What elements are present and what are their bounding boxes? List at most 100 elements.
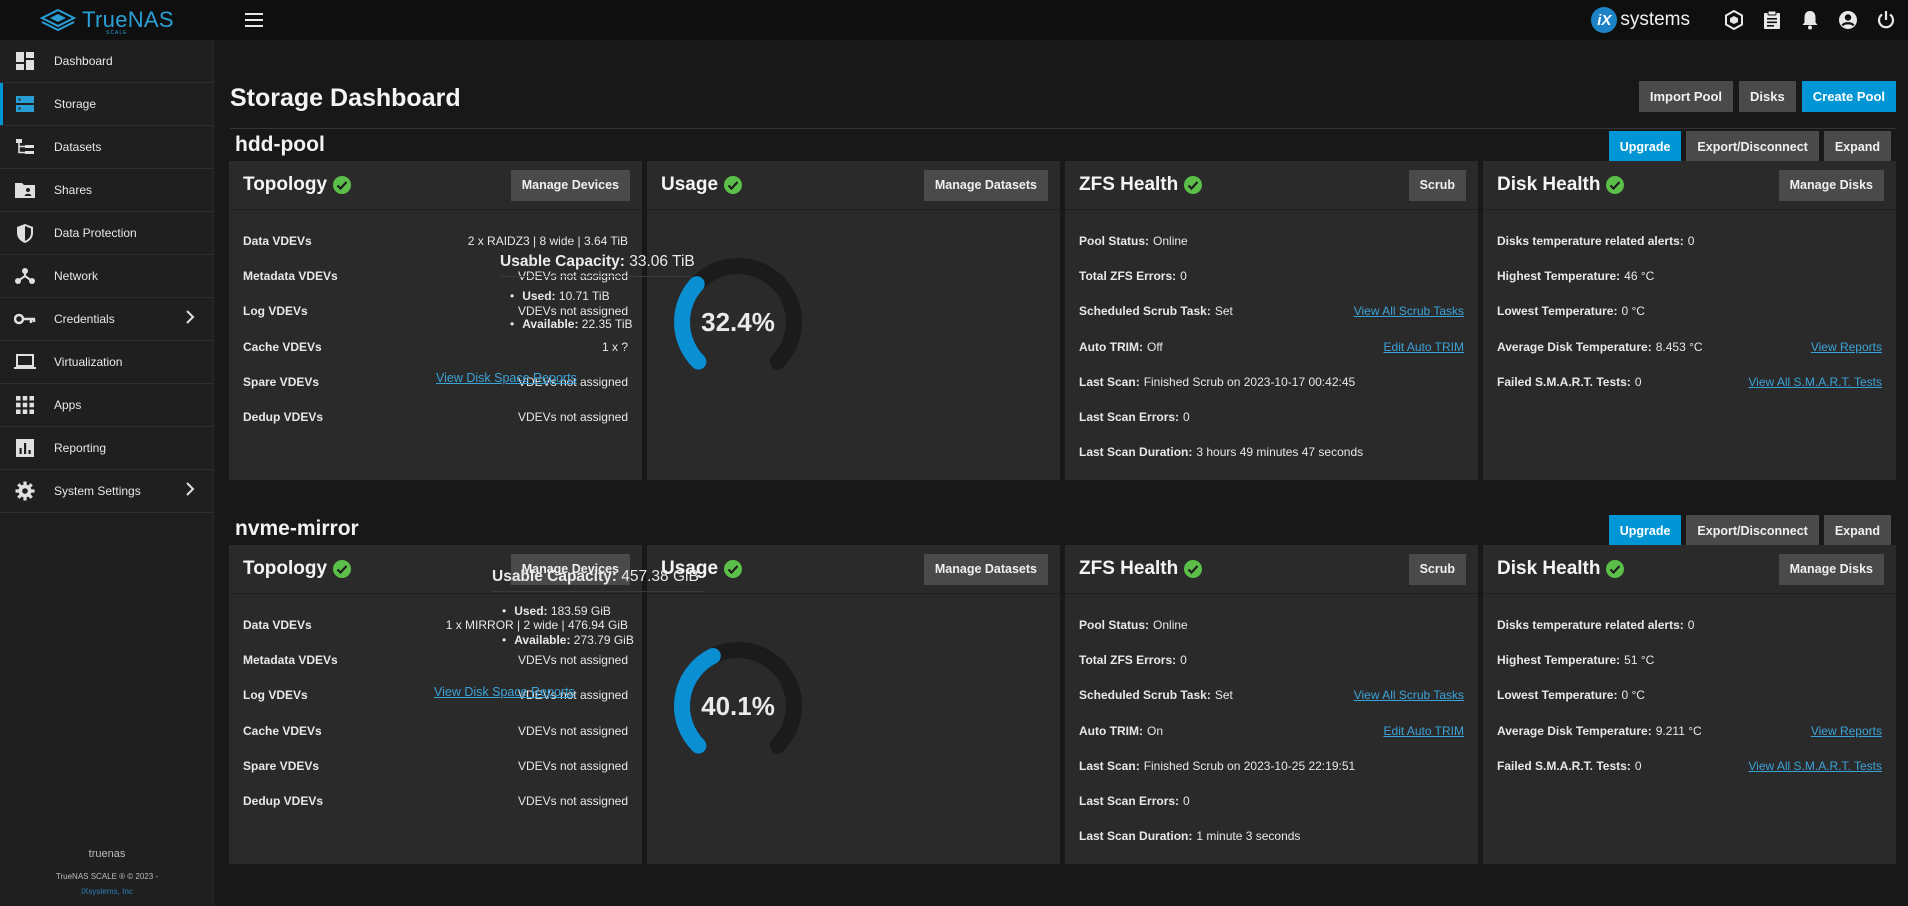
row-value: 0	[1634, 374, 1642, 389]
usage-percent: 40.1%	[701, 690, 775, 721]
manage-devices-button[interactable]: Manage Devices	[510, 169, 630, 201]
card-title: Topology	[243, 558, 328, 579]
usable-capacity-label: Usable Capacity:	[492, 568, 617, 585]
check-circle-icon	[333, 560, 352, 578]
row-label: Lowest Temperature:	[1497, 304, 1618, 319]
metadata-vdevs-row: Metadata VDEVs VDEVs not assigned	[243, 258, 628, 293]
row-label: Dedup VDEVs	[243, 794, 324, 809]
row-label: Failed S.M.A.R.T. Tests:	[1497, 374, 1631, 389]
manage-datasets-button[interactable]: Manage Datasets	[923, 553, 1048, 585]
zfs-health-card: ZFS Health Scrub Pool Status: Online Tota…	[1065, 161, 1478, 480]
row-label: Log VDEVs	[243, 304, 308, 319]
expand-button[interactable]: Expand	[1823, 515, 1891, 546]
row-label: Highest Temperature:	[1497, 652, 1621, 667]
row-value: Finished Scrub on 2023-10-25 22:19:51	[1143, 758, 1356, 773]
hamburger-icon	[245, 13, 263, 27]
disks-button[interactable]: Disks	[1739, 81, 1796, 112]
sidebar-item-datasets[interactable]: Datasets	[0, 126, 213, 169]
view-reports-link[interactable]: View Reports	[1810, 723, 1882, 738]
disk-health-card: Disk Health Manage Disks Disks temperatu…	[1483, 161, 1896, 480]
export-disconnect-button[interactable]: Export/Disconnect	[1686, 515, 1819, 546]
sidebar-item-label: Apps	[54, 398, 82, 412]
storage-icon	[14, 93, 36, 115]
sidebar-item-virtualization[interactable]: Virtualization	[0, 341, 213, 384]
row-value: 0	[1183, 410, 1190, 425]
power-button[interactable]	[1874, 8, 1898, 32]
row-label: Total ZFS Errors:	[1079, 652, 1177, 667]
data-vdevs-row: Data VDEVs 1 x MIRROR | 2 wide | 476.94 G…	[243, 607, 628, 642]
view-all-smart-tests-link[interactable]: View All S.M.A.R.T. Tests	[1748, 758, 1882, 773]
failed-smart-row: Failed S.M.A.R.T. Tests: 0 View All S.M.A.…	[1497, 748, 1882, 783]
card-title: Disk Health	[1497, 174, 1601, 195]
sidebar-item-reporting[interactable]: Reporting	[0, 427, 213, 470]
sidebar-item-system-settings[interactable]: System Settings	[0, 470, 213, 513]
ixsystems-logo[interactable]: iX systems	[1591, 7, 1690, 33]
pool-status-row: Pool Status: Online	[1079, 607, 1464, 642]
available-item: Available: 273.79 GiB	[502, 633, 634, 647]
view-all-smart-tests-link[interactable]: View All S.M.A.R.T. Tests	[1748, 374, 1882, 389]
main-content: Storage Dashboard Import Pool Disks Crea…	[214, 40, 1908, 906]
sidebar-item-credentials[interactable]: Credentials	[0, 298, 213, 341]
sidebar-item-label: System Settings	[54, 484, 141, 498]
sidebar-item-storage[interactable]: Storage	[0, 83, 213, 126]
row-value: VDEVs not assigned	[517, 723, 628, 738]
view-reports-link[interactable]: View Reports	[1810, 339, 1882, 354]
import-pool-button[interactable]: Import Pool	[1638, 81, 1734, 112]
upgrade-button[interactable]: Upgrade	[1608, 515, 1682, 546]
manage-disks-button[interactable]: Manage Disks	[1778, 553, 1884, 585]
alerts-button[interactable]	[1798, 8, 1822, 32]
card-title: Usage	[661, 174, 719, 195]
last-scan-row: Last Scan: Finished Scrub on 2023-10-17 0…	[1079, 364, 1464, 399]
view-all-scrub-tasks-link[interactable]: View All Scrub Tasks	[1353, 688, 1464, 703]
sidebar-item-dashboard[interactable]: Dashboard	[0, 40, 213, 83]
sidebar-item-data-protection[interactable]: Data Protection	[0, 212, 213, 255]
row-value: Off	[1146, 339, 1163, 354]
company-link[interactable]: iXsystems, Inc	[81, 887, 133, 896]
view-disk-space-reports-link[interactable]: View Disk Space Reports	[434, 685, 575, 699]
sidebar-item-label: Data Protection	[54, 226, 137, 240]
row-value: Set	[1214, 688, 1233, 703]
jobs-button[interactable]	[1760, 8, 1784, 32]
account-button[interactable]	[1836, 8, 1860, 32]
manage-datasets-button[interactable]: Manage Datasets	[923, 169, 1048, 201]
menu-toggle-button[interactable]	[238, 4, 270, 36]
truenas-logo[interactable]: TrueNAS SCALE	[0, 0, 214, 40]
row-value: VDEVs not assigned	[517, 688, 628, 703]
hostname: truenas	[88, 848, 126, 860]
row-label: Spare VDEVs	[243, 758, 320, 773]
dedup-vdevs-row: Dedup VDEVs VDEVs not assigned	[243, 783, 628, 818]
sidebar-item-network[interactable]: Network	[0, 255, 213, 298]
pool-name: nvme-mirror	[235, 517, 359, 540]
upgrade-button[interactable]: Upgrade	[1608, 131, 1682, 162]
temperature-alerts-row: Disks temperature related alerts: 0	[1497, 223, 1882, 258]
pool-status-row: Pool Status: Online	[1079, 223, 1464, 258]
view-all-scrub-tasks-link[interactable]: View All Scrub Tasks	[1353, 304, 1464, 319]
row-label: Highest Temperature:	[1497, 268, 1621, 283]
shared-folder-icon	[14, 179, 36, 201]
sidebar: Dashboard Storage Datasets Shares Data P…	[0, 40, 214, 906]
sidebar-item-apps[interactable]: Apps	[0, 384, 213, 427]
sidebar-item-label: Network	[54, 269, 99, 283]
create-pool-button[interactable]: Create Pool	[1801, 81, 1896, 112]
truecommand-button[interactable]	[1722, 8, 1746, 32]
row-label: Last Scan Errors:	[1079, 410, 1180, 425]
key-icon	[14, 308, 36, 330]
gear-icon	[14, 480, 36, 502]
export-disconnect-button[interactable]: Export/Disconnect	[1686, 131, 1819, 162]
spare-vdevs-row: Spare VDEVs VDEVs not assigned	[243, 364, 628, 399]
edit-auto-trim-link[interactable]: Edit Auto TRIM	[1383, 339, 1464, 354]
last-scan-errors-row: Last Scan Errors: 0	[1079, 783, 1464, 818]
scrub-button[interactable]: Scrub	[1408, 169, 1466, 201]
average-temperature-row: Average Disk Temperature: 9.211 °C View Re…	[1497, 713, 1882, 748]
manage-disks-button[interactable]: Manage Disks	[1778, 169, 1884, 201]
manage-devices-button[interactable]: Manage Devices	[510, 553, 630, 585]
row-value: 3 hours 49 minutes 47 seconds	[1196, 445, 1364, 460]
expand-button[interactable]: Expand	[1823, 131, 1891, 162]
row-label: Dedup VDEVs	[243, 410, 324, 425]
edit-auto-trim-link[interactable]: Edit Auto TRIM	[1383, 723, 1464, 738]
sidebar-footer: truenas TrueNAS SCALE ® © 2023 - iXsyste…	[0, 848, 214, 906]
scrub-button[interactable]: Scrub	[1408, 553, 1466, 585]
view-disk-space-reports-link[interactable]: View Disk Space Reports	[436, 371, 577, 385]
sidebar-item-shares[interactable]: Shares	[0, 169, 213, 212]
row-label: Scheduled Scrub Task:	[1079, 304, 1211, 319]
